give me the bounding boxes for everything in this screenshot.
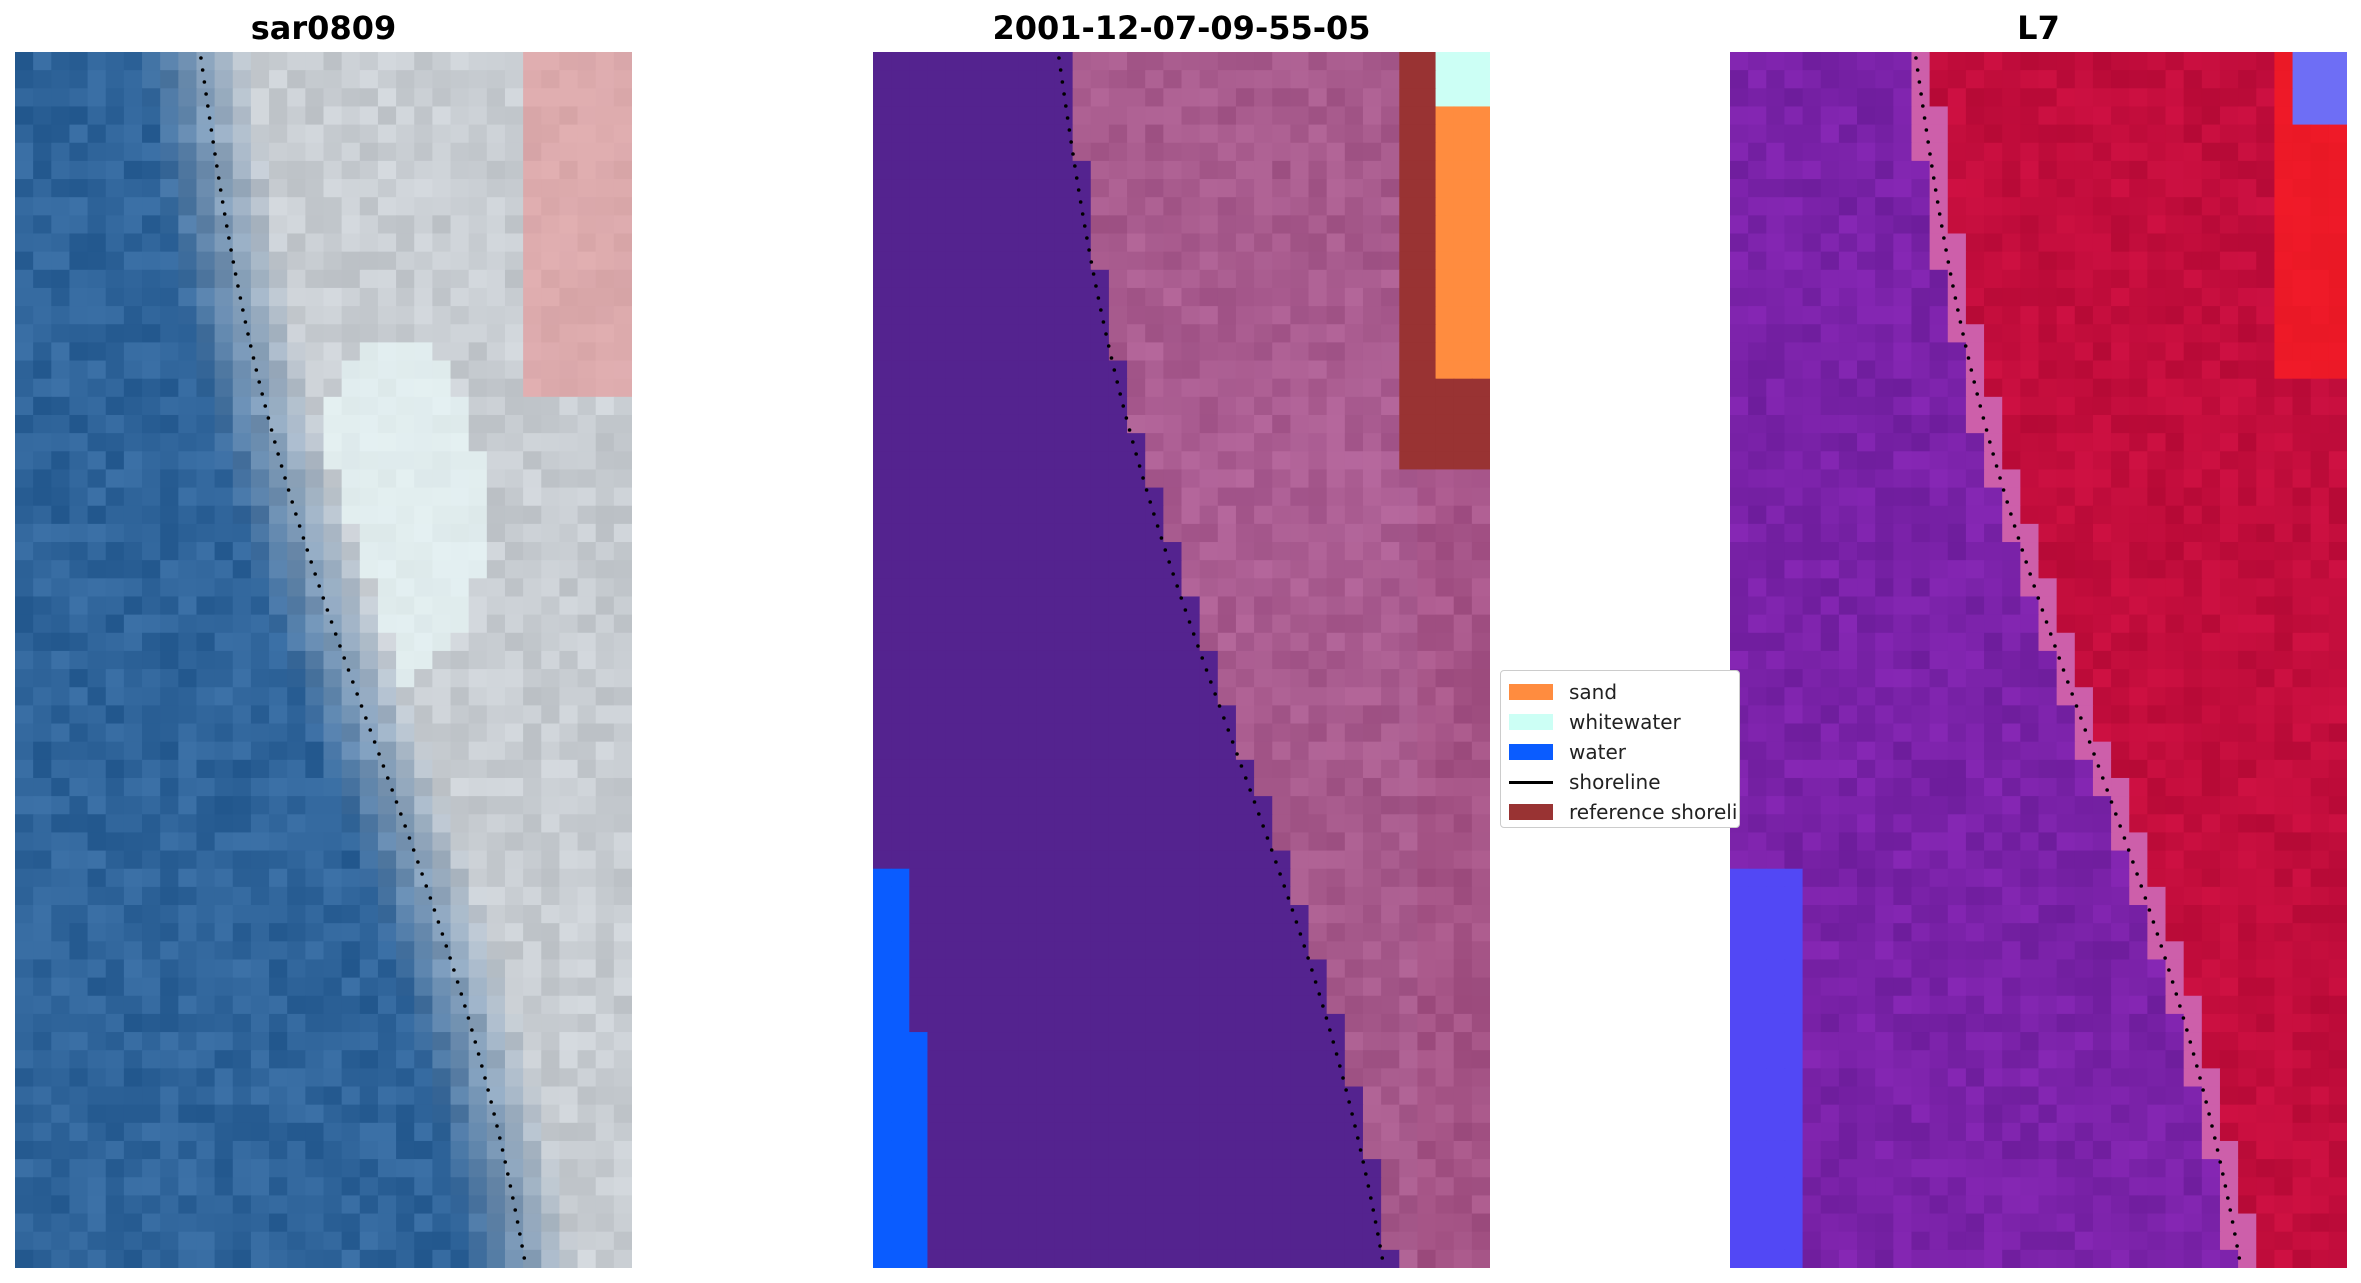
panel-title-rgb: sar0809 xyxy=(250,9,397,47)
classified-image xyxy=(873,52,1490,1268)
legend-item-sand: sand xyxy=(1509,677,1731,707)
rgb-satellite-image xyxy=(15,52,632,1268)
legend-item-reference-shoreline: reference shoreline xyxy=(1509,797,1739,827)
legend-label-water: water xyxy=(1569,740,1626,764)
legend-label-reference-shoreline: reference shoreline xyxy=(1569,800,1739,824)
legend-line-shoreline xyxy=(1509,780,1553,784)
legend-item-water: water xyxy=(1509,737,1731,767)
rgb-image-panel xyxy=(15,52,632,1268)
shoreline-dots xyxy=(1914,56,2242,1260)
legend-swatch-reference-shoreline xyxy=(1509,804,1553,820)
shoreline-dots xyxy=(199,56,527,1260)
panel-title-index: L7 xyxy=(2017,9,2060,47)
legend-swatch-whitewater xyxy=(1509,714,1553,730)
legend-swatch-sand xyxy=(1509,684,1553,700)
legend: sand whitewater water shoreline referenc… xyxy=(1500,670,1740,828)
legend-item-shoreline: shoreline xyxy=(1509,767,1731,797)
legend-item-whitewater: whitewater xyxy=(1509,707,1731,737)
shoreline-dots xyxy=(1057,56,1385,1260)
legend-label-whitewater: whitewater xyxy=(1569,710,1681,734)
index-image xyxy=(1730,52,2347,1268)
legend-label-shoreline: shoreline xyxy=(1569,770,1661,794)
classified-image-panel xyxy=(873,52,1490,1268)
panel-title-classified: 2001-12-07-09-55-05 xyxy=(992,9,1371,47)
index-image-panel xyxy=(1730,52,2347,1268)
legend-swatch-water xyxy=(1509,744,1553,760)
legend-label-sand: sand xyxy=(1569,680,1618,704)
